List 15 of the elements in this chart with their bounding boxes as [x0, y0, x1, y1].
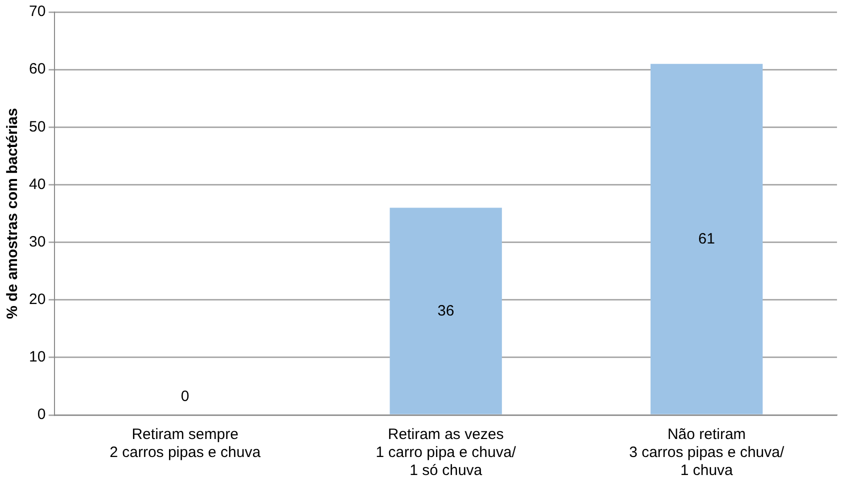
y-axis-title: % de amostras com bactérias [4, 108, 22, 319]
y-tick-label: 30 [28, 233, 46, 250]
x-tick-label: Retiram sempre 2 carros pipas e chuva [110, 426, 262, 462]
y-tick-label: 60 [28, 60, 46, 78]
y-tick-label: 10 [28, 348, 46, 366]
y-tick-label: 40 [28, 176, 46, 193]
data-label: 36 [438, 302, 454, 320]
y-tick-label: 70 [28, 3, 46, 20]
data-label: 0 [180, 388, 190, 406]
x-tick-label: Não retiram 3 carros pipas e chuva/ 1 chuva [629, 426, 785, 480]
y-tick-label: 0 [37, 406, 46, 424]
data-label: 61 [698, 230, 715, 248]
y-tick-label: 20 [28, 291, 46, 308]
y-tick-label: 50 [28, 118, 46, 136]
x-tick-label: Retiram as vezes 1 carro pipa e chuva/ 1 só chuva [376, 426, 517, 480]
